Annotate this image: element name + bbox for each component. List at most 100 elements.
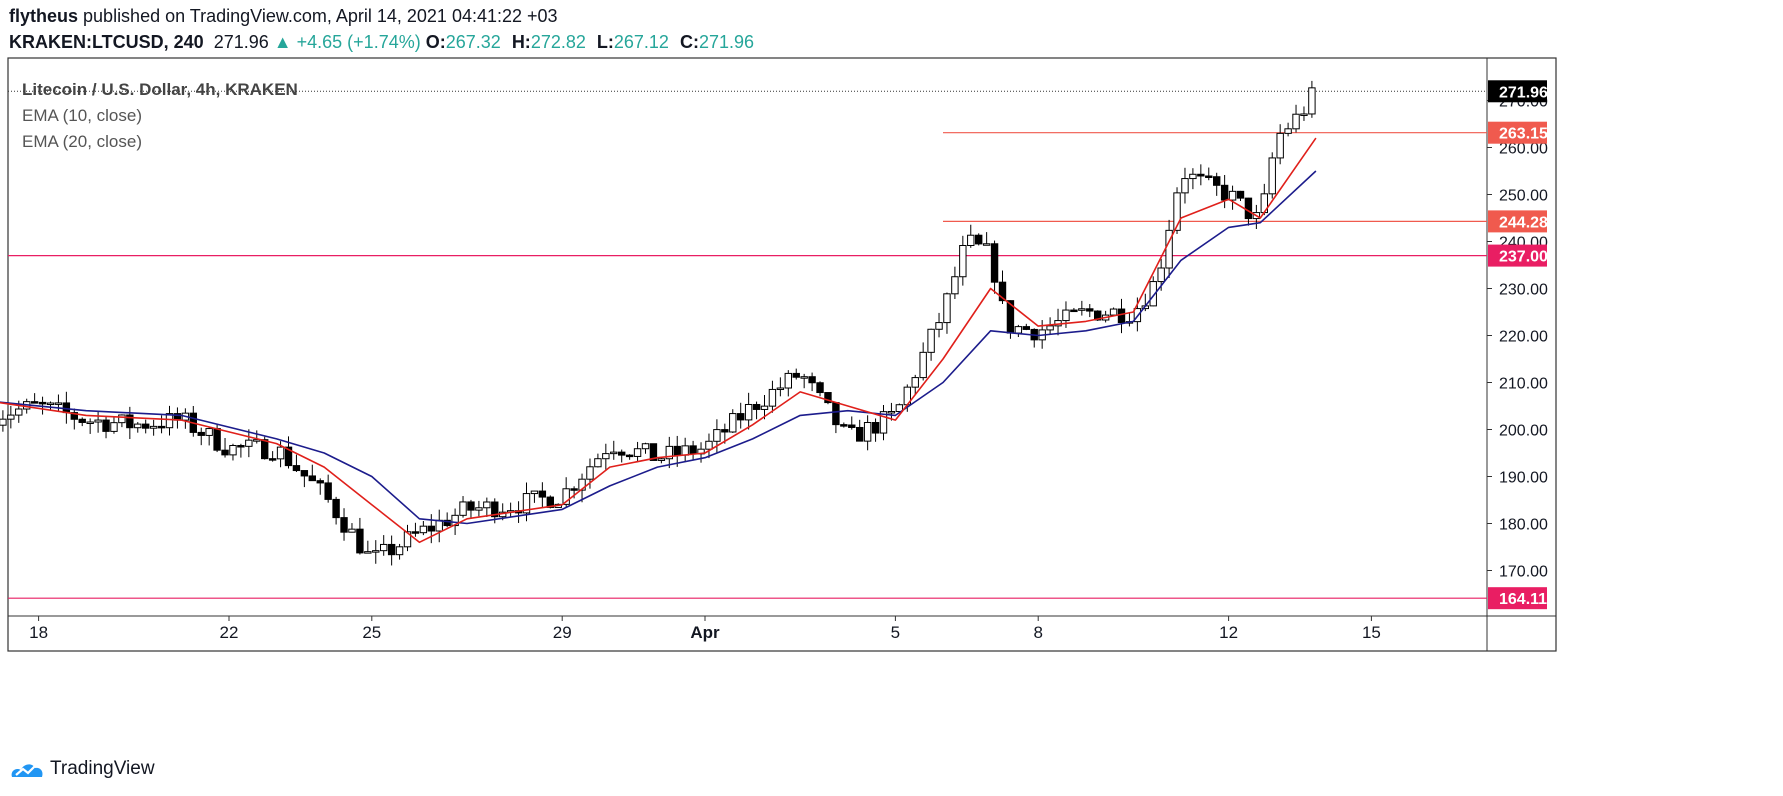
candle[interactable] xyxy=(1030,328,1038,348)
candle[interactable] xyxy=(713,419,721,454)
candle[interactable] xyxy=(887,402,896,421)
candle[interactable] xyxy=(895,403,904,413)
candle[interactable] xyxy=(364,540,372,554)
candle[interactable] xyxy=(1308,80,1316,118)
candle[interactable] xyxy=(1276,124,1284,165)
candle[interactable] xyxy=(459,496,467,518)
tradingview-brand[interactable]: TradingView xyxy=(10,758,155,780)
candle[interactable] xyxy=(0,410,7,432)
candle[interactable] xyxy=(340,508,348,541)
candle[interactable] xyxy=(332,496,340,525)
candle[interactable] xyxy=(427,514,436,544)
candle[interactable] xyxy=(1046,317,1054,335)
candle[interactable] xyxy=(538,482,547,509)
candle[interactable] xyxy=(1268,152,1276,199)
candle[interactable] xyxy=(1228,185,1237,210)
candle[interactable] xyxy=(142,419,150,434)
candle[interactable] xyxy=(1149,276,1157,307)
candle[interactable] xyxy=(348,523,356,533)
candle[interactable] xyxy=(102,416,110,439)
candle[interactable] xyxy=(126,406,134,440)
candle[interactable] xyxy=(760,394,769,420)
candle[interactable] xyxy=(443,512,451,528)
candle[interactable] xyxy=(1117,298,1126,334)
candle[interactable] xyxy=(229,443,237,461)
candle[interactable] xyxy=(800,373,808,389)
candle[interactable] xyxy=(951,266,959,299)
candle[interactable] xyxy=(618,449,626,463)
candle[interactable] xyxy=(70,408,78,430)
candle[interactable] xyxy=(927,328,935,361)
candle[interactable] xyxy=(594,453,602,468)
candle[interactable] xyxy=(1300,106,1308,121)
candle[interactable] xyxy=(975,233,983,246)
candle[interactable] xyxy=(1189,168,1197,190)
candle[interactable] xyxy=(744,392,753,430)
candle[interactable] xyxy=(245,429,253,458)
candle[interactable] xyxy=(1054,308,1062,336)
candle[interactable] xyxy=(1284,122,1292,137)
candle[interactable] xyxy=(118,414,126,428)
candle[interactable] xyxy=(737,402,745,429)
candle[interactable] xyxy=(1181,167,1189,204)
candle[interactable] xyxy=(292,454,301,472)
candle[interactable] xyxy=(633,441,642,463)
legend-ema10[interactable]: EMA (10, close) xyxy=(22,106,142,125)
candle[interactable] xyxy=(86,418,94,434)
candle[interactable] xyxy=(625,454,634,460)
candle[interactable] xyxy=(792,368,800,380)
candle[interactable] xyxy=(1165,219,1173,278)
candle[interactable] xyxy=(205,427,213,446)
candle[interactable] xyxy=(665,436,673,469)
candle[interactable] xyxy=(808,372,816,392)
candle[interactable] xyxy=(1205,167,1213,181)
candle[interactable] xyxy=(816,381,824,397)
candle[interactable] xyxy=(689,440,697,460)
candle[interactable] xyxy=(78,417,86,427)
candle[interactable] xyxy=(578,473,586,503)
candle[interactable] xyxy=(149,419,158,436)
legend-ema20[interactable]: EMA (20, close) xyxy=(22,132,142,151)
candle[interactable] xyxy=(173,407,182,429)
candle[interactable] xyxy=(935,312,943,338)
candle[interactable] xyxy=(134,422,142,433)
candle[interactable] xyxy=(46,401,55,410)
ema10-line[interactable] xyxy=(0,137,1317,544)
candle[interactable] xyxy=(157,415,166,434)
candle[interactable] xyxy=(268,451,277,462)
candle[interactable] xyxy=(832,402,840,434)
candle[interactable] xyxy=(871,418,880,442)
candle[interactable] xyxy=(419,521,428,536)
candle[interactable] xyxy=(1109,307,1118,316)
candle[interactable] xyxy=(982,232,991,246)
candle[interactable] xyxy=(681,437,689,463)
candle[interactable] xyxy=(356,517,364,555)
candle[interactable] xyxy=(967,224,975,248)
candle[interactable] xyxy=(657,457,666,464)
candle[interactable] xyxy=(316,478,324,495)
candle[interactable] xyxy=(30,393,39,404)
candle[interactable] xyxy=(380,535,388,556)
candle[interactable] xyxy=(1292,104,1300,133)
candle[interactable] xyxy=(752,401,761,420)
candle[interactable] xyxy=(324,474,332,503)
candle[interactable] xyxy=(602,443,610,471)
candle[interactable] xyxy=(784,370,792,397)
candle[interactable] xyxy=(1078,300,1086,316)
candle[interactable] xyxy=(237,443,245,458)
candle[interactable] xyxy=(768,380,777,413)
candle[interactable] xyxy=(1022,323,1030,331)
candle[interactable] xyxy=(1197,164,1205,186)
candle[interactable] xyxy=(467,499,475,519)
candle[interactable] xyxy=(1014,324,1023,338)
candle[interactable] xyxy=(530,490,539,503)
candle[interactable] xyxy=(824,392,832,405)
candle[interactable] xyxy=(641,442,650,454)
candle[interactable] xyxy=(863,415,872,451)
candle[interactable] xyxy=(919,342,927,381)
candle[interactable] xyxy=(506,502,515,518)
candle[interactable] xyxy=(1220,174,1229,209)
candle[interactable] xyxy=(165,405,174,436)
candle[interactable] xyxy=(848,416,856,430)
candle[interactable] xyxy=(990,240,999,294)
